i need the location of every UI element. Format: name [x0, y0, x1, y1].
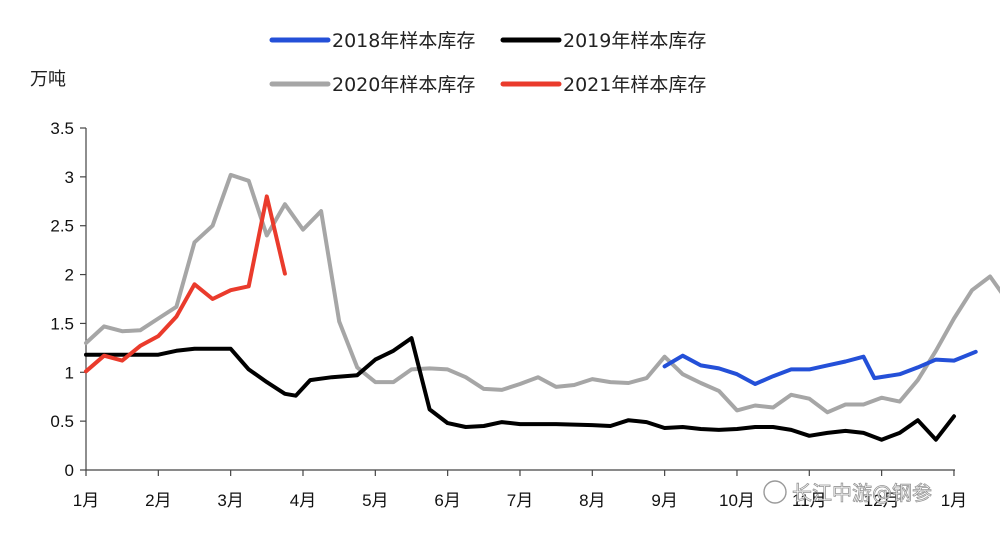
- legend-label-2019: 2019年样本库存: [563, 30, 706, 52]
- x-ticks: 1月 2月 3月 4月 5月 6月 7月 8月 9月 10月 11月 12月 1月: [73, 470, 967, 510]
- x-tick-label: 8月: [579, 491, 605, 510]
- legend-item-2021: 2021年样本库存: [500, 74, 706, 96]
- legend-label-2020: 2020年样本库存: [332, 74, 475, 96]
- series-lines: [84, 172, 1000, 442]
- x-tick-label: 4月: [290, 491, 316, 510]
- legend-item-2018: 2018年样本库存: [269, 30, 475, 52]
- y-tick-label: 1.5: [50, 314, 74, 333]
- x-tick-label: 12月: [864, 491, 900, 510]
- x-tick-label: 7月: [507, 491, 533, 510]
- x-tick-label: 11月: [792, 491, 827, 510]
- series-line-2: [84, 172, 1000, 415]
- x-tick-label: 10月: [719, 491, 755, 510]
- watermark-text: 长江中游@钢参: [792, 481, 932, 505]
- x-tick-label: 5月: [362, 491, 388, 510]
- wechat-icon: [763, 480, 787, 504]
- y-ticks: 0 0.5 1 1.5 2 2.5 3 3.5: [50, 119, 86, 480]
- y-tick-label: 1: [65, 363, 74, 382]
- legend-label-2018: 2018年样本库存: [332, 30, 475, 52]
- series-line-3: [84, 194, 287, 374]
- x-tick-label: 1月: [941, 491, 967, 510]
- legend-item-2020: 2020年样本库存: [269, 74, 475, 96]
- legend-label-2021: 2021年样本库存: [563, 74, 706, 96]
- x-tick-label: 2月: [145, 491, 171, 510]
- y-axis-unit-label: 万吨: [30, 69, 66, 90]
- x-tick-label: 3月: [217, 491, 243, 510]
- x-tick-label: 9月: [651, 491, 677, 510]
- y-tick-label: 0: [65, 461, 74, 480]
- series-line-1: [84, 336, 956, 442]
- y-tick-label: 2.5: [50, 217, 74, 236]
- x-tick-label: 1月: [73, 491, 99, 510]
- watermark: 长江中游@钢参: [763, 480, 932, 505]
- y-tick-label: 0.5: [50, 412, 74, 431]
- legend-item-2019: 2019年样本库存: [500, 30, 706, 52]
- y-tick-label: 3.5: [50, 119, 74, 138]
- y-tick-label: 3: [65, 168, 74, 187]
- x-tick-label: 6月: [434, 491, 460, 510]
- legend: 2018年样本库存 2019年样本库存 2020年样本库存 2021年样本库存: [269, 30, 706, 96]
- y-tick-label: 2: [65, 266, 74, 285]
- series-line-0: [662, 349, 978, 386]
